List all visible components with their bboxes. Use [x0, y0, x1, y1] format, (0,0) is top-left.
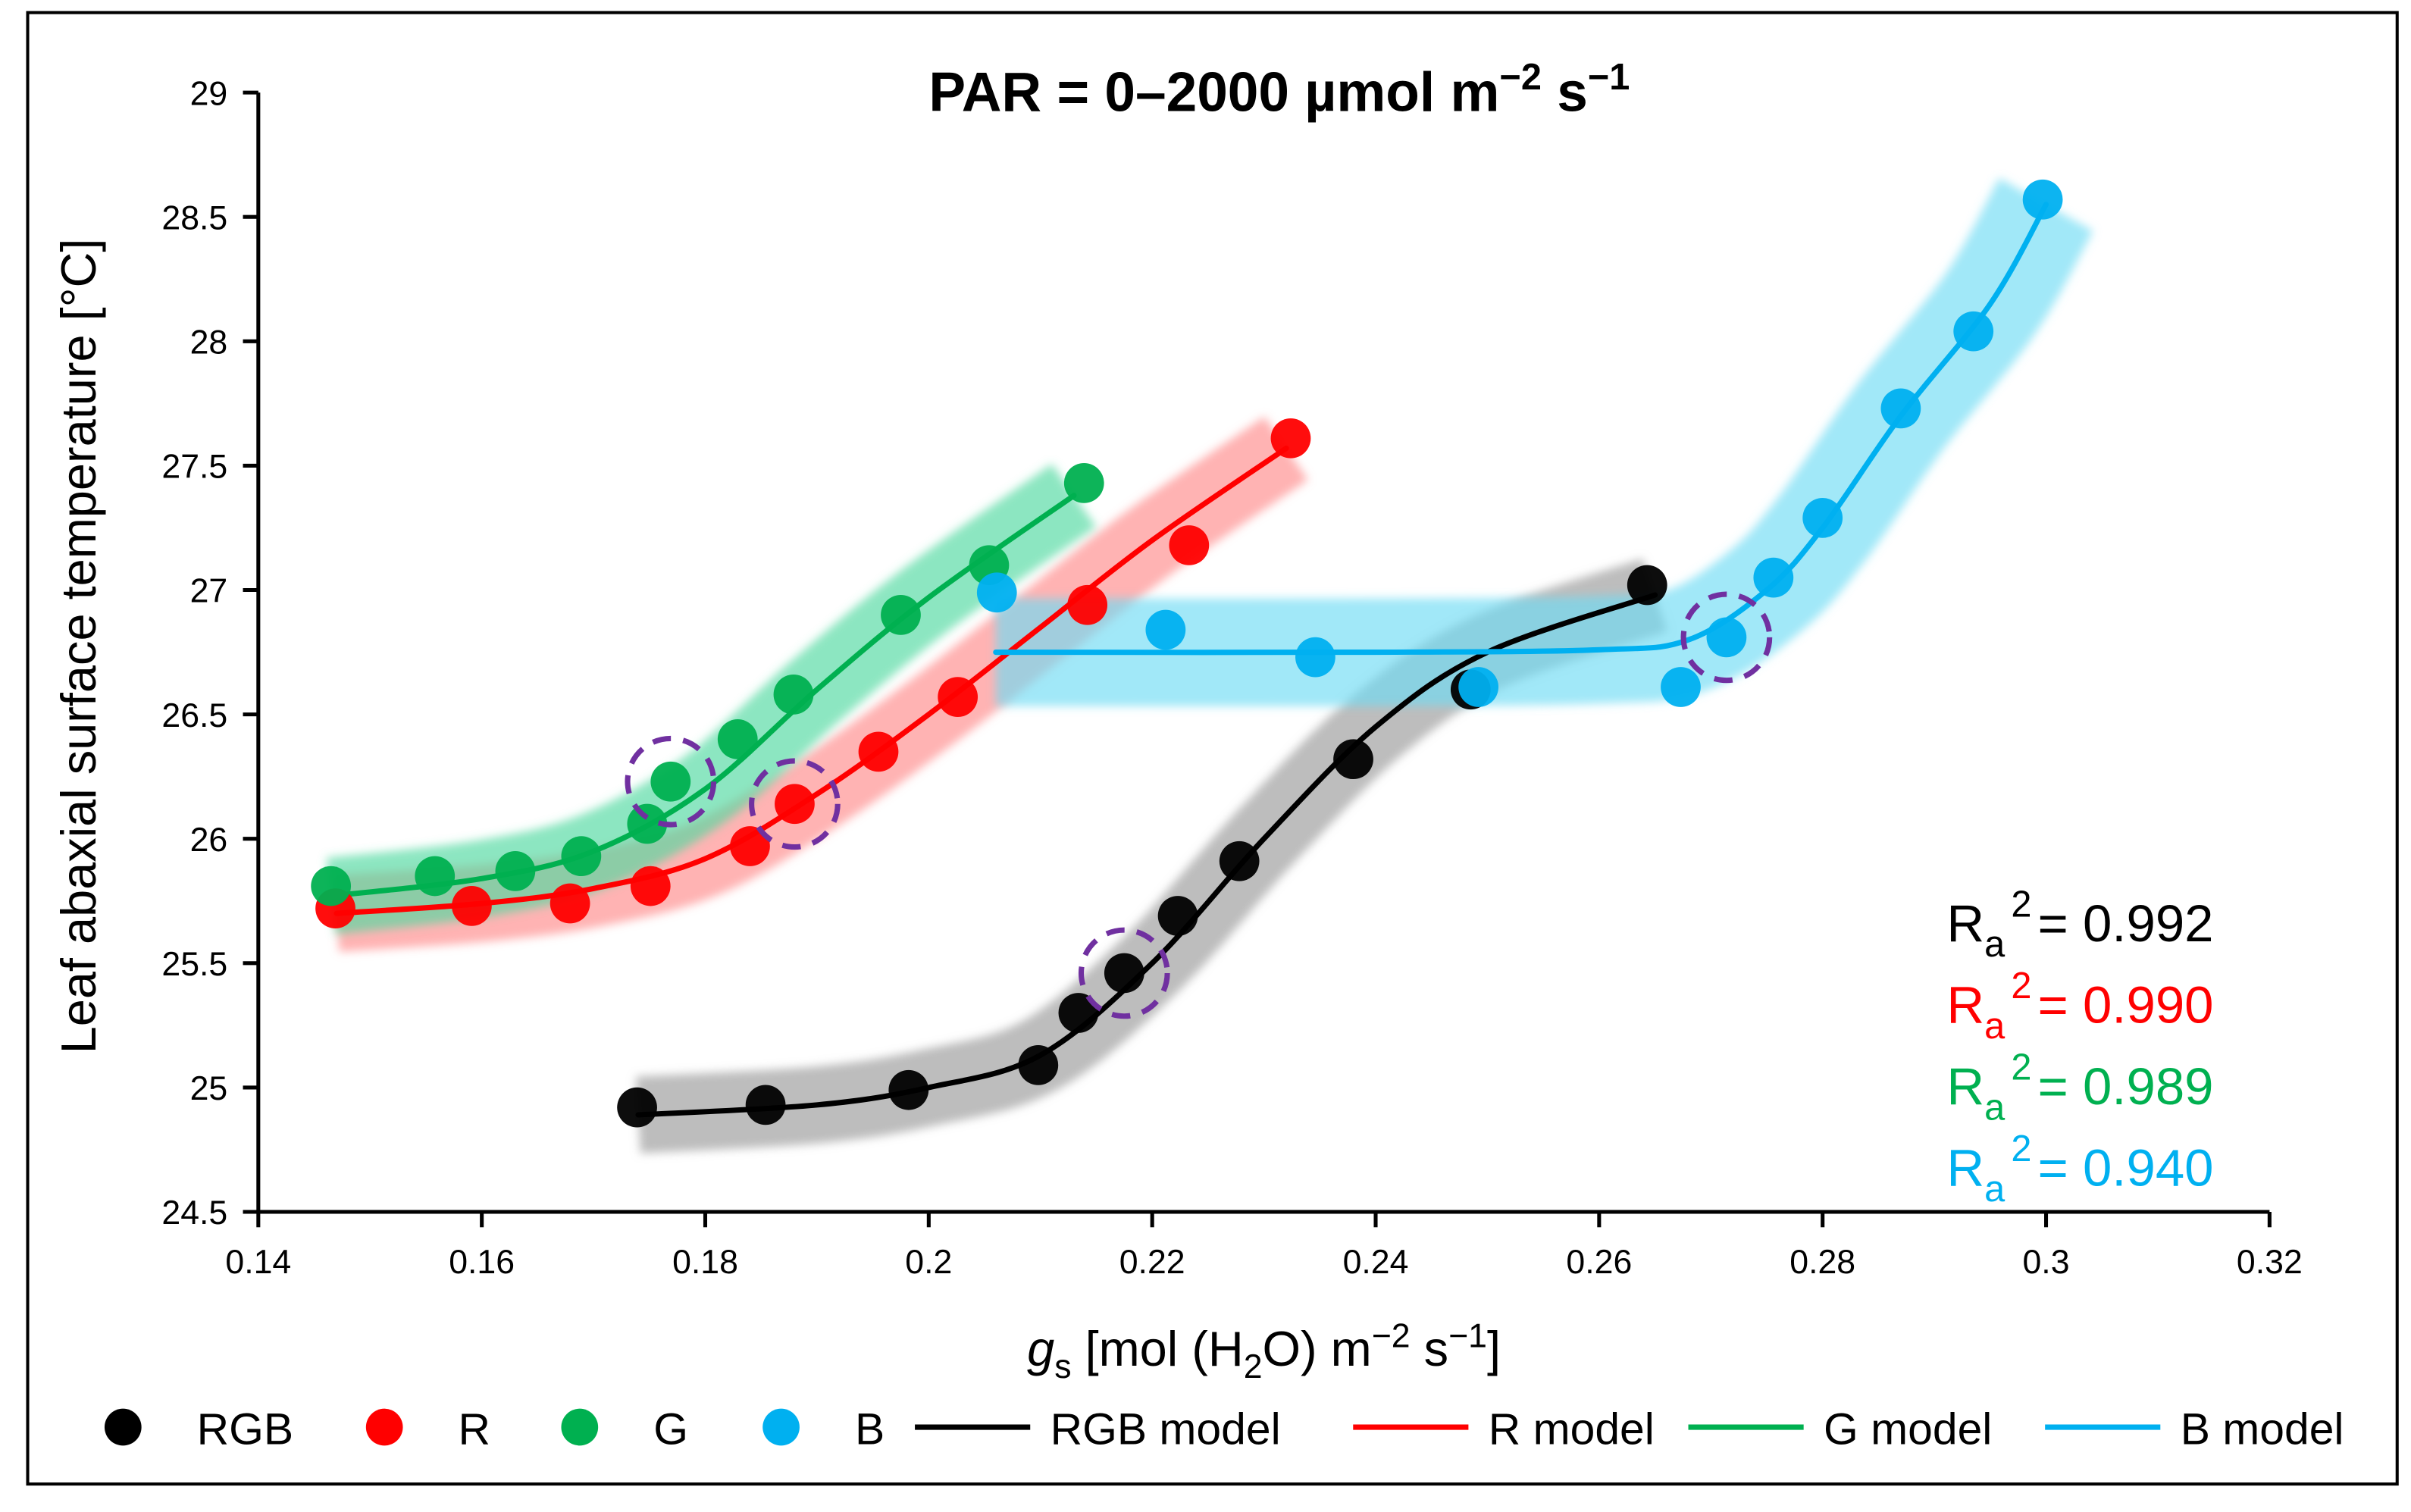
x-tick-label: 0.14 — [225, 1244, 291, 1281]
legend-rgb-model-label: RGB model — [1051, 1404, 1281, 1454]
rgb-data-point — [745, 1085, 786, 1125]
g-data-point — [627, 803, 668, 844]
g-data-point — [1063, 463, 1104, 503]
rgb-data-point — [1018, 1044, 1059, 1085]
rgb-data-point — [888, 1069, 929, 1110]
y-tick-label: 26 — [190, 822, 228, 859]
rgb-data-point — [617, 1087, 657, 1128]
data-points — [311, 179, 2063, 1128]
b-r2-label: Ra2 = 0.940 — [1946, 1129, 2213, 1210]
y-tick-label: 27 — [190, 573, 228, 610]
r-data-point — [938, 677, 978, 718]
legend-r-marker — [365, 1408, 403, 1446]
legend-rgb-marker — [104, 1408, 142, 1446]
legend-rgb-label: RGB — [197, 1404, 293, 1454]
rgb-highlight-circle — [1078, 927, 1170, 1019]
x-tick-label: 0.24 — [1343, 1244, 1409, 1281]
legend-r-label: R — [459, 1404, 490, 1454]
rgb-data-point — [1104, 953, 1144, 994]
g-data-point — [881, 594, 921, 635]
y-tick-label: 29 — [190, 75, 228, 112]
b-data-point — [1753, 557, 1794, 598]
r-data-point — [858, 731, 899, 772]
g-data-point — [773, 674, 814, 715]
b-data-point — [1458, 667, 1499, 707]
chart-title: PAR = 0–2000 µmol m−2 s−1 — [928, 57, 1630, 123]
rgb-data-point — [1219, 841, 1260, 881]
rgb-r2-label: Ra2 = 0.992 — [1946, 884, 2213, 965]
b-data-point — [2022, 179, 2063, 220]
legend-b-label: B — [855, 1404, 885, 1454]
y-tick-label: 26.5 — [161, 697, 227, 734]
b-data-point — [1145, 609, 1186, 650]
g-model-line — [328, 493, 1077, 899]
x-tick-label: 0.22 — [1119, 1244, 1185, 1281]
r-data-point — [630, 866, 671, 906]
r-data-point — [452, 885, 492, 926]
axes: 0.14 0.16 0.18 0.2 0.22 0.24 0.26 0.28 0.3 0.32 24… — [161, 75, 2302, 1281]
y-tick-label: 28 — [190, 324, 228, 362]
g-r2-label: Ra2 = 0.989 — [1946, 1047, 2213, 1129]
b-data-point — [1295, 637, 1335, 678]
r-r2-label: Ra2 = 0.990 — [1946, 966, 2213, 1047]
legend-r-model-label: R model — [1489, 1404, 1655, 1454]
model-curves — [328, 202, 2049, 1118]
b-data-point — [1661, 667, 1701, 707]
g-data-point — [717, 719, 758, 759]
y-tick-label: 24.5 — [161, 1194, 227, 1232]
g-data-point — [561, 836, 602, 877]
b-data-point — [1880, 388, 1921, 429]
y-tick-label: 25.5 — [161, 946, 227, 983]
x-tick-label: 0.32 — [2237, 1244, 2303, 1281]
b-data-point — [1706, 617, 1747, 658]
x-tick-label: 0.26 — [1566, 1244, 1632, 1281]
rgb-model-line — [635, 592, 1658, 1118]
x-tick-label: 0.28 — [1789, 1244, 1855, 1281]
x-tick-label: 0.2 — [905, 1244, 952, 1281]
g-data-point — [311, 866, 352, 906]
r-data-point — [730, 826, 770, 866]
r-model-line — [333, 445, 1289, 916]
legend: RGB RGB model R R model G G model B B model — [104, 1404, 2344, 1454]
g-data-point — [415, 856, 456, 897]
b-data-point — [1953, 311, 1994, 352]
y-axis-label: Leaf abaxial surface temperature [°C] — [51, 239, 106, 1054]
r-data-point — [1067, 584, 1108, 625]
b-model-line — [993, 202, 2049, 656]
r-data-point — [1270, 418, 1311, 459]
legend-g-model-label: G model — [1824, 1404, 1992, 1454]
r-data-point — [1169, 525, 1210, 565]
legend-b-marker — [762, 1408, 800, 1446]
rgb-data-point — [1157, 896, 1198, 936]
legend-g-label: G — [653, 1404, 688, 1454]
rgb-data-point — [1333, 739, 1373, 780]
g-data-point — [495, 851, 536, 891]
b-data-point — [1802, 497, 1843, 538]
b-highlight-circle — [1680, 591, 1773, 684]
x-tick-label: 0.3 — [2022, 1244, 2069, 1281]
legend-g-marker — [561, 1408, 599, 1446]
x-tick-label: 0.16 — [449, 1244, 515, 1281]
r-data-point — [775, 784, 815, 825]
x-tick-label: 0.18 — [672, 1244, 738, 1281]
b-data-point — [976, 572, 1017, 613]
rgb-data-point — [1058, 993, 1099, 1033]
legend-b-model-label: B model — [2181, 1404, 2344, 1454]
y-tick-label: 25 — [190, 1070, 228, 1107]
rgb-data-point — [1627, 565, 1667, 606]
r-data-point — [550, 883, 590, 924]
r-highlight-circle — [749, 758, 841, 850]
x-axis-label: gs [mol (H2O) m−2 s−1] — [1027, 1318, 1501, 1386]
g-data-point — [650, 761, 691, 802]
y-tick-label: 27.5 — [161, 449, 227, 486]
y-tick-label: 28.5 — [161, 199, 227, 236]
